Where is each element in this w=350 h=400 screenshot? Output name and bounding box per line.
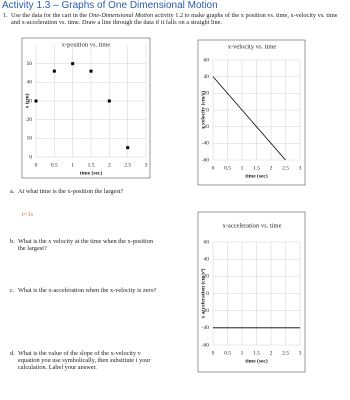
y-tick-label: 0 bbox=[206, 107, 209, 113]
y-tick-label: 50 bbox=[27, 61, 33, 67]
chart-title: x-velocity vs. time bbox=[228, 43, 277, 50]
chart-frame bbox=[197, 39, 306, 186]
y-tick-label: 60 bbox=[204, 239, 210, 245]
x-tick-label: 2 bbox=[108, 162, 111, 168]
answer: t=1s bbox=[22, 212, 34, 218]
y-tick-label: 40 bbox=[27, 80, 33, 86]
y-tick-label: 20 bbox=[27, 117, 33, 123]
chart-title: x-acceleration vs. time bbox=[222, 222, 281, 229]
y-tick-label: -60 bbox=[202, 157, 210, 163]
x-tick-label: 2.5 bbox=[282, 165, 289, 171]
x-tick-label: 0.5 bbox=[51, 162, 58, 168]
question-text: What is the x velocity at the time when … bbox=[18, 238, 154, 252]
y-tick-label: -40 bbox=[202, 141, 210, 147]
x-tick-label: 3 bbox=[299, 350, 302, 356]
y-tick-label: 40 bbox=[204, 74, 210, 80]
data-point bbox=[107, 99, 111, 103]
x-tick-label: 3 bbox=[145, 162, 148, 168]
chart-title: x-position vs. time bbox=[62, 41, 111, 48]
y-tick-label: 20 bbox=[204, 91, 210, 97]
y-tick-label: 30 bbox=[27, 98, 33, 104]
instruction-text: Use the data for the cart in the One-Dim… bbox=[11, 12, 343, 26]
x-tick-label: 1.5 bbox=[253, 350, 260, 356]
x-tick-label: 0 bbox=[212, 350, 215, 356]
y-axis-title: x velocity (cm/s) bbox=[199, 91, 206, 129]
x-tick-label: 1.5 bbox=[88, 162, 95, 168]
question: c. What is the x-acceleration when the x-… bbox=[10, 287, 160, 294]
data-point bbox=[71, 62, 75, 66]
x-tick-label: 2 bbox=[270, 350, 273, 356]
data-point bbox=[126, 146, 130, 150]
y-tick-label: -40 bbox=[202, 325, 210, 331]
instruction-text: activity 1.2 to make graphs of the x pos… bbox=[11, 12, 338, 26]
page-title: Activity 1.3 – Graphs of One Dimensional… bbox=[2, 0, 218, 11]
data-point bbox=[34, 99, 38, 103]
chart-frame bbox=[21, 37, 151, 179]
x-tick-label: 0 bbox=[212, 165, 215, 171]
y-tick-label: 0 bbox=[206, 291, 209, 297]
chart-frame bbox=[197, 211, 306, 373]
y-tick-label: 20 bbox=[204, 274, 210, 280]
x-tick-label: 2 bbox=[270, 165, 273, 171]
x-tick-label: 0.5 bbox=[224, 350, 231, 356]
question-label: c. bbox=[10, 287, 15, 294]
y-axis-title: x acceleration (cm/s²) bbox=[199, 268, 206, 318]
question-text: At what time is the x-position the large… bbox=[18, 188, 124, 195]
data-line bbox=[212, 76, 286, 161]
y-tick-label: -60 bbox=[202, 342, 210, 348]
data-point bbox=[52, 69, 56, 73]
x-tick-label: 1 bbox=[71, 162, 74, 168]
y-tick-label: -20 bbox=[202, 124, 210, 130]
x-tick-label: 0 bbox=[35, 162, 38, 168]
y-tick-label: 60 bbox=[204, 57, 210, 63]
x-axis-title: time (sec) bbox=[245, 172, 268, 179]
y-axis-title: x (cm) bbox=[23, 93, 30, 108]
question: b. What is the x velocity at the time whe… bbox=[10, 238, 160, 252]
x-axis-title: time (sec) bbox=[80, 169, 103, 176]
x-tick-label: 0.5 bbox=[224, 165, 231, 171]
question-label: a. bbox=[10, 188, 15, 195]
question-label: d. bbox=[10, 350, 15, 357]
x-tick-label: 2.5 bbox=[124, 162, 131, 168]
x-tick-label: 1 bbox=[241, 350, 244, 356]
question-text: What is the x-acceleration when the x-ve… bbox=[18, 287, 157, 294]
activity-name: One-Dimensional Motion bbox=[88, 12, 154, 19]
x-axis-title: time (sec) bbox=[245, 357, 268, 364]
instructions: 1. Use the data for the cart in the One-… bbox=[3, 12, 343, 26]
question-label: b. bbox=[10, 238, 15, 245]
y-tick-label: -20 bbox=[202, 308, 210, 314]
data-point bbox=[89, 69, 93, 73]
y-tick-label: 40 bbox=[204, 256, 210, 262]
x-tick-label: 3 bbox=[299, 165, 302, 171]
x-tick-label: 2.5 bbox=[282, 350, 289, 356]
instruction-number: 1. bbox=[3, 12, 8, 19]
instruction-text: Use the data for the cart in the bbox=[11, 12, 89, 19]
question: d. What is the value of the slope of the … bbox=[10, 350, 160, 371]
y-tick-label: 10 bbox=[27, 136, 33, 142]
x-tick-label: 1.5 bbox=[253, 165, 260, 171]
question-text: What is the value of the slope of the x-… bbox=[18, 350, 151, 371]
x-tick-label: 1 bbox=[241, 165, 244, 171]
y-tick-label: 0 bbox=[29, 154, 32, 160]
question: a. At what time is the x-position the lar… bbox=[10, 188, 160, 195]
